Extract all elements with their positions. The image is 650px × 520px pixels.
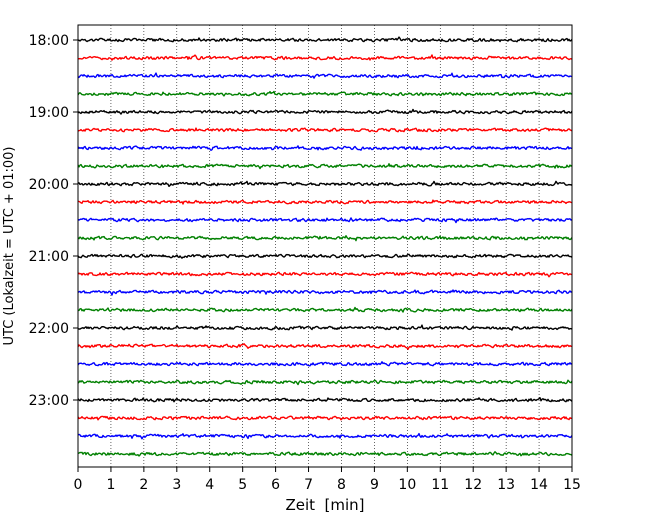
trace-2115 bbox=[77, 271, 573, 278]
trace-1945 bbox=[77, 163, 573, 170]
x-tick-label: 6 bbox=[271, 477, 280, 493]
trace-2230 bbox=[77, 361, 573, 367]
y-axis-ticks: 18:00 19:00 20:00 21:00 22:00 23:00 bbox=[29, 33, 78, 409]
trace-2000 bbox=[77, 180, 573, 188]
x-axis-label: Zeit [min] bbox=[285, 496, 364, 514]
trace-1900 bbox=[77, 108, 573, 115]
x-tick-label: 11 bbox=[431, 477, 449, 493]
y-tick-label: 22:00 bbox=[29, 321, 69, 337]
trace-2315 bbox=[77, 415, 573, 421]
y-tick-label: 21:00 bbox=[29, 249, 69, 265]
y-tick-label: 18:00 bbox=[29, 33, 69, 49]
x-tick-label: 7 bbox=[304, 477, 313, 493]
trace-2245 bbox=[77, 379, 573, 386]
trace-2130 bbox=[77, 289, 573, 296]
y-tick-label: 23:00 bbox=[29, 393, 69, 409]
x-tick-label: 9 bbox=[370, 477, 379, 493]
trace-2030 bbox=[77, 217, 573, 224]
trace-2200 bbox=[77, 324, 573, 331]
x-tick-label: 13 bbox=[497, 477, 515, 493]
trace-1815 bbox=[77, 54, 573, 61]
trace-1845 bbox=[77, 90, 573, 97]
trace-1930 bbox=[77, 145, 573, 152]
trace-2015 bbox=[77, 199, 573, 205]
trace-2100 bbox=[77, 253, 573, 259]
x-tick-label: 0 bbox=[74, 477, 83, 493]
x-tick-label: 1 bbox=[106, 477, 115, 493]
trace-2300 bbox=[77, 397, 573, 403]
trace-2045 bbox=[77, 235, 573, 242]
trace-1830 bbox=[77, 72, 573, 79]
x-tick-label: 14 bbox=[530, 477, 548, 493]
trace-2345 bbox=[77, 451, 573, 457]
x-tick-label: 3 bbox=[172, 477, 181, 493]
y-tick-label: 19:00 bbox=[29, 105, 69, 121]
traces bbox=[77, 36, 573, 457]
trace-1800 bbox=[77, 36, 573, 43]
x-tick-label: 10 bbox=[398, 477, 416, 493]
x-tick-label: 8 bbox=[337, 477, 346, 493]
y-axis-label: UTC (Lokalzeit = UTC + 01:00) bbox=[2, 147, 17, 346]
x-axis-ticks: 0 1 2 3 4 5 6 7 8 9 10 11 12 13 14 15 bbox=[74, 467, 581, 493]
x-tick-label: 2 bbox=[139, 477, 148, 493]
trace-1915 bbox=[77, 127, 573, 133]
x-tick-label: 15 bbox=[563, 477, 581, 493]
x-tick-label: 12 bbox=[464, 477, 482, 493]
x-tick-label: 5 bbox=[238, 477, 247, 493]
trace-2330 bbox=[77, 432, 573, 440]
y-tick-label: 20:00 bbox=[29, 177, 69, 193]
trace-2145 bbox=[77, 306, 573, 313]
plot-frame bbox=[77, 24, 573, 468]
trace-2215 bbox=[77, 343, 573, 351]
x-tick-label: 4 bbox=[205, 477, 214, 493]
